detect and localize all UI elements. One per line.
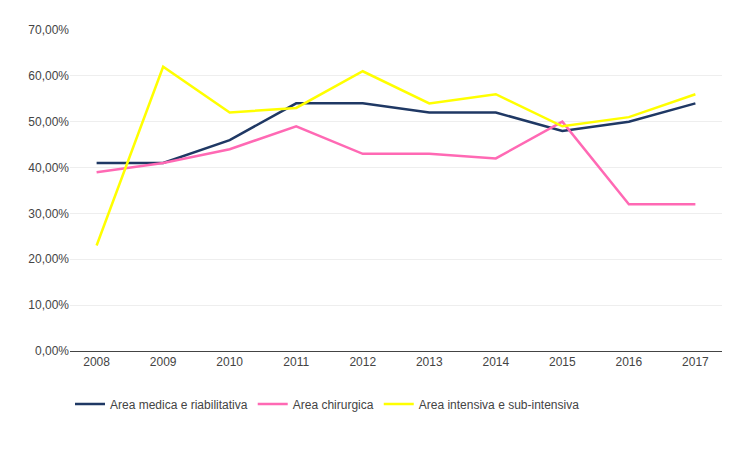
svg-text:2017: 2017 bbox=[682, 355, 709, 369]
svg-text:60,00%: 60,00% bbox=[28, 69, 69, 83]
svg-text:50,00%: 50,00% bbox=[28, 115, 69, 129]
svg-text:2014: 2014 bbox=[482, 355, 509, 369]
svg-text:2011: 2011 bbox=[283, 355, 309, 369]
svg-text:Area chirurgica: Area chirurgica bbox=[293, 398, 374, 412]
svg-text:40,00%: 40,00% bbox=[28, 161, 69, 175]
svg-text:2008: 2008 bbox=[83, 355, 110, 369]
svg-text:Area intensiva e sub-intensiva: Area intensiva e sub-intensiva bbox=[419, 398, 579, 412]
svg-text:2015: 2015 bbox=[549, 355, 576, 369]
svg-text:20,00%: 20,00% bbox=[28, 252, 69, 266]
svg-text:2010: 2010 bbox=[216, 355, 243, 369]
svg-text:10,00%: 10,00% bbox=[28, 298, 69, 312]
svg-text:2009: 2009 bbox=[150, 355, 177, 369]
svg-text:Area medica e riabilitativa: Area medica e riabilitativa bbox=[110, 398, 248, 412]
svg-text:30,00%: 30,00% bbox=[28, 207, 69, 221]
svg-text:2016: 2016 bbox=[616, 355, 643, 369]
svg-text:2012: 2012 bbox=[349, 355, 376, 369]
svg-text:0,00%: 0,00% bbox=[35, 344, 69, 358]
svg-text:70,00%: 70,00% bbox=[28, 23, 69, 37]
svg-text:2013: 2013 bbox=[416, 355, 443, 369]
